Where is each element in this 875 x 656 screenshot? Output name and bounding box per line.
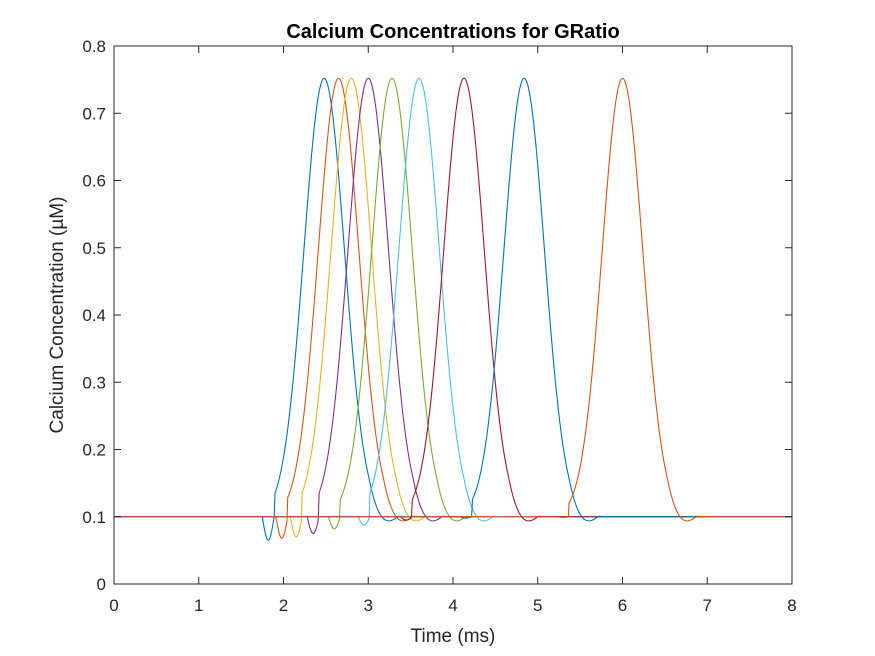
y-tick-label: 0.5: [82, 239, 106, 258]
y-tick-label: 0.8: [82, 37, 106, 56]
chart-title: Calcium Concentrations for GRatio: [286, 21, 619, 43]
y-axis-label: Calcium Concentration (µM): [47, 197, 68, 434]
plot-area: [114, 46, 792, 584]
x-tick-label: 5: [533, 596, 542, 615]
x-tick-label: 6: [618, 596, 627, 615]
x-tick-label: 4: [448, 596, 457, 615]
y-tick-label: 0.3: [82, 373, 106, 392]
x-tick-label: 0: [109, 596, 118, 615]
y-axis: 0 0.1 0.2 0.3 0.4 0.5 0.6 0.7 0.8: [82, 37, 792, 594]
y-tick-label: 0.1: [82, 508, 106, 527]
x-tick-label: 1: [194, 596, 203, 615]
x-tick-label: 7: [703, 596, 712, 615]
y-tick-label: 0: [97, 575, 106, 594]
x-tick-label: 8: [787, 596, 796, 615]
y-tick-label: 0.4: [82, 306, 106, 325]
y-tick-label: 0.6: [82, 172, 106, 191]
y-tick-label: 0.2: [82, 441, 106, 460]
y-tick-label: 0.7: [82, 104, 106, 123]
series-line-9: [114, 77, 792, 522]
x-axis-label: Time (ms): [411, 626, 496, 647]
series-layer: [114, 77, 792, 541]
x-axis: 0 1 2 3 4 5 6 7 8: [109, 46, 797, 615]
x-tick-label: 2: [279, 596, 288, 615]
x-tick-label: 3: [364, 596, 373, 615]
